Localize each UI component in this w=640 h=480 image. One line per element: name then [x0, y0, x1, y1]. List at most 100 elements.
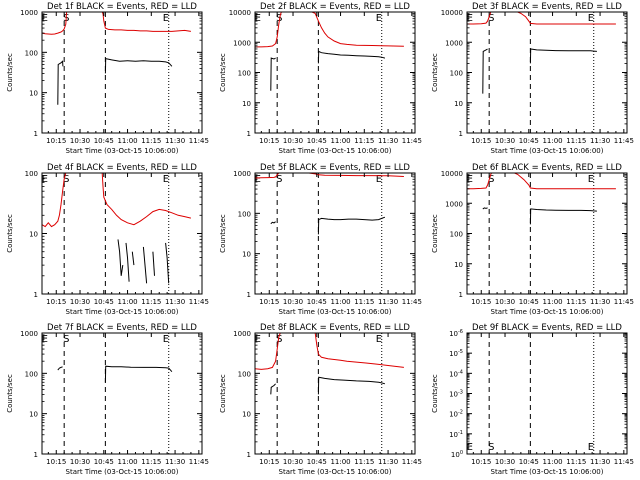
panel-3-events-line-1 [482, 48, 488, 94]
panel-4-ytick-label-1: 10 [29, 231, 38, 239]
panel-1-title: Det 1f BLACK = Events, RED = LLD [47, 2, 197, 12]
panel-2-xtick-label-4: 11:15 [354, 137, 374, 145]
panel-9-ytick-label-0: 100 [451, 450, 463, 459]
panel-8-events-line-1 [270, 383, 276, 395]
panel-3-ytick-label-1: 10 [454, 100, 463, 108]
panel-3-lld-line [467, 12, 616, 25]
panel-1-xtick-label-2: 10:45 [94, 137, 114, 145]
panel-4-events-line-6 [165, 242, 170, 284]
panel-9-ytick-label-4: 10-4 [449, 369, 463, 378]
panel-3-s-label: S [488, 13, 494, 24]
panel-5-ytick-label-2: 100 [238, 210, 251, 218]
panel-4-events-line-1 [117, 239, 124, 276]
panel-7-title: Det 7f BLACK = Events, RED = LLD [47, 323, 197, 333]
panel-2-xtick-label-2: 10:45 [307, 137, 327, 145]
panel-4-xtick-label-6: 11:45 [189, 298, 209, 306]
panel-8-ytick-label-2: 100 [238, 370, 251, 378]
panel-5-xtick-label-5: 11:30 [378, 298, 398, 306]
panel-2-events-line-1 [270, 57, 276, 91]
panel-6-ytick-label-4: 10000 [441, 170, 463, 178]
panel-4-e2-label: E [163, 174, 169, 185]
panel-2-ytick-label-1: 10 [242, 100, 251, 108]
panel-3-e1-label: E [467, 13, 473, 24]
panel-2-title: Det 2f BLACK = Events, RED = LLD [260, 2, 410, 12]
panel-6-e2-label: E [588, 174, 594, 185]
panel-3-ytick-label-2: 100 [450, 70, 463, 78]
panel-6-ytick-label-1: 10 [454, 261, 463, 269]
panel-9-xtick-label-2: 10:45 [519, 458, 539, 466]
panel-8-xtick-label-5: 11:30 [378, 458, 398, 466]
panel-4-s-label: S [63, 174, 69, 185]
panel-7-e2-label: E [163, 334, 169, 345]
panel-7-xtick-label-4: 11:15 [141, 458, 161, 466]
panel-1-frame [41, 11, 203, 134]
panel-3-ylabel: Counts/sec [431, 53, 439, 92]
panel-3-xtick-label-6: 11:45 [614, 137, 634, 145]
panel-5-xtick-label-3: 11:00 [330, 298, 350, 306]
panel-3-xlabel: Start Time (03-Oct-15 10:06:00) [491, 147, 604, 155]
panel-9-ytick-label-3: 10-3 [449, 390, 463, 399]
panel-2-xtick-label-5: 11:30 [378, 137, 398, 145]
panel-4-ylabel: Counts/sec [6, 214, 14, 253]
panel-8-xtick-label-2: 10:45 [307, 458, 327, 466]
panel-4-events-line-5 [152, 251, 155, 276]
panel-6-events-line-2 [529, 208, 597, 225]
panel-4-title: Det 4f BLACK = Events, RED = LLD [47, 163, 197, 173]
panel-8-ytick-label-0: 1 [247, 451, 251, 459]
panel-2-events-line-2 [317, 50, 386, 64]
panel-7-ytick-label-2: 100 [25, 370, 38, 378]
panel-8-xtick-label-0: 10:15 [259, 458, 279, 466]
panel-6-ytick-label-2: 100 [450, 231, 463, 239]
panel-7-ytick-label-3: 1000 [20, 330, 38, 338]
panel-1-ytick-label-0: 1 [34, 130, 38, 138]
panel-5-ytick-label-3: 1000 [233, 170, 251, 178]
panel-9-ytick-label-6: 10-6 [449, 329, 463, 338]
panel-8-ytick-label-1: 10 [242, 411, 251, 419]
panel-9-ytick-label-5: 10-5 [449, 349, 463, 358]
panel-6-lld-line [467, 173, 616, 190]
panel-9-e1-label: E [467, 442, 473, 453]
panel-1-e1-label: E [42, 13, 48, 24]
panel-7-xtick-label-5: 11:30 [165, 458, 185, 466]
panel-1-events-line-2 [104, 57, 173, 74]
panel-1-ytick-label-2: 100 [25, 49, 38, 57]
panel-6-xtick-label-1: 10:30 [495, 298, 515, 306]
panel-2-e1-label: E [255, 13, 261, 24]
panel-6-xtick-label-4: 11:15 [566, 298, 586, 306]
panel-1-lld-line [42, 12, 191, 35]
panel-9-xtick-label-6: 11:45 [614, 458, 634, 466]
panel-8-ylabel: Counts/sec [219, 374, 227, 413]
panel-7-xtick-label-6: 11:45 [189, 458, 209, 466]
panel-5-xlabel: Start Time (03-Oct-15 10:06:00) [279, 308, 392, 316]
panel-3-frame [466, 11, 628, 134]
panel-3-ytick-label-3: 1000 [445, 39, 463, 47]
panel-5-events-line-1 [270, 221, 276, 225]
panel-6-xtick-label-6: 11:45 [614, 298, 634, 306]
panel-7-events-line-2 [104, 365, 173, 383]
panel-6-xlabel: Start Time (03-Oct-15 10:06:00) [491, 308, 604, 316]
panel-5-e1-label: E [255, 174, 261, 185]
panel-6-ylabel: Counts/sec [431, 214, 439, 253]
panel-7-ytick-label-1: 10 [29, 411, 38, 419]
panel-7-xtick-label-3: 11:00 [117, 458, 137, 466]
panel-7-xtick-label-1: 10:30 [70, 458, 90, 466]
panel-6-events-line-1 [482, 207, 488, 210]
panel-3-events-line-2 [529, 48, 597, 64]
panel-3-xtick-label-5: 11:30 [590, 137, 610, 145]
panel-4-xtick-label-2: 10:45 [94, 298, 114, 306]
panel-5-xtick-label-4: 11:15 [354, 298, 374, 306]
panel-1-xtick-label-3: 11:00 [117, 137, 137, 145]
panel-2-e2-label: E [376, 13, 382, 24]
panel-4-frame [41, 172, 203, 295]
panel-2-frame [254, 11, 416, 134]
panel-6-xtick-label-5: 11:30 [590, 298, 610, 306]
panel-8-e1-label: E [255, 334, 261, 345]
panel-2-xtick-label-1: 10:30 [283, 137, 303, 145]
panel-6-frame [466, 172, 628, 295]
panel-7-xtick-label-2: 10:45 [94, 458, 114, 466]
panel-9-xtick-label-3: 11:00 [542, 458, 562, 466]
panel-4-events-line-4 [142, 246, 148, 284]
panel-4-ytick-label-0: 1 [34, 291, 38, 299]
panel-8-e2-label: E [376, 334, 382, 345]
panel-2-ylabel: Counts/sec [219, 53, 227, 92]
